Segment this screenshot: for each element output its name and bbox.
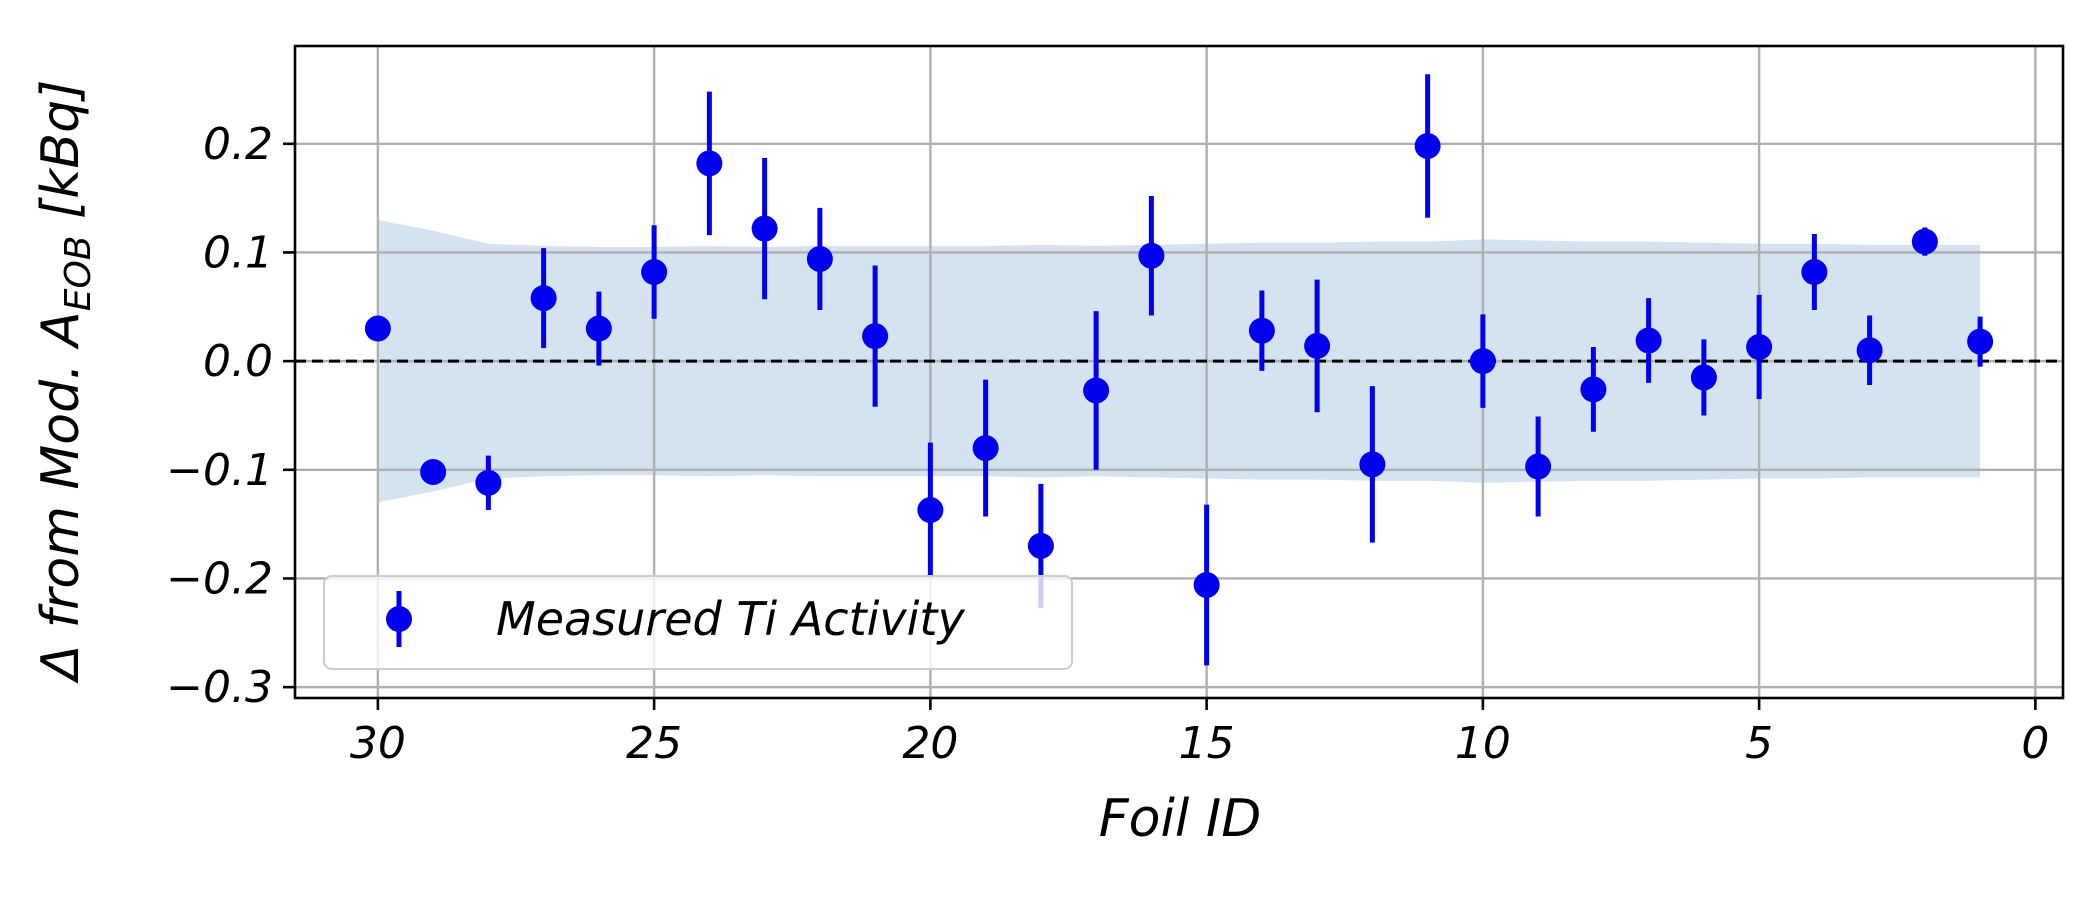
- y-tick-label: 0.1: [203, 227, 273, 278]
- data-point: [1525, 416, 1552, 517]
- y-axis-label-main: Δ from Mod. A: [31, 311, 91, 684]
- axes: [283, 44, 2065, 710]
- y-axis-label: Δ from Mod. AEOB [kBq]: [31, 80, 99, 685]
- data-point: [696, 91, 723, 236]
- data-series: [364, 74, 1994, 666]
- x-tick-label: 0: [2021, 718, 2049, 769]
- data-marker: [1359, 451, 1386, 478]
- legend-box: [323, 575, 1073, 670]
- data-point: [1690, 339, 1717, 416]
- data-point: [641, 225, 668, 319]
- data-marker: [475, 469, 502, 496]
- data-marker: [972, 435, 999, 462]
- data-marker: [530, 285, 557, 312]
- legend-marker: [386, 606, 412, 632]
- plot-frame: [293, 44, 2065, 700]
- data-marker: [1304, 332, 1331, 359]
- data-marker: [1027, 532, 1054, 559]
- data-point: [1414, 74, 1441, 218]
- data-marker: [1635, 327, 1662, 354]
- x-tick-label: 10: [1455, 718, 1511, 769]
- x-tick-label: 20: [902, 718, 958, 769]
- data-marker: [1248, 317, 1275, 344]
- data-marker: [1525, 453, 1552, 480]
- data-point: [1193, 504, 1220, 666]
- data-marker: [641, 259, 668, 286]
- x-tick-label: 25: [626, 718, 682, 769]
- data-point: [420, 458, 447, 485]
- y-tick-label: −0.1: [166, 445, 273, 496]
- data-point: [806, 207, 833, 311]
- data-marker: [696, 150, 723, 177]
- data-point: [475, 455, 502, 511]
- data-marker: [1580, 376, 1607, 403]
- y-tick-label: −0.3: [166, 662, 273, 713]
- data-point: [364, 315, 391, 342]
- x-tick-label: 30: [350, 718, 406, 769]
- data-marker: [862, 323, 889, 350]
- data-marker: [1856, 337, 1883, 364]
- data-marker: [585, 315, 612, 342]
- y-tick-label: 0.0: [203, 336, 273, 387]
- data-point: [1967, 316, 1994, 367]
- data-point: [751, 157, 778, 300]
- data-point: [530, 248, 557, 349]
- data-point: [1580, 347, 1607, 432]
- data-point: [1248, 290, 1275, 371]
- data-point: [862, 265, 889, 407]
- y-axis-label-subscript: EOB: [58, 236, 99, 312]
- y-tick-label: 0.2: [203, 119, 273, 170]
- data-marker: [1469, 348, 1496, 375]
- data-point: [1469, 314, 1496, 408]
- y-axis-label-unit: [kBq]: [31, 80, 91, 236]
- data-marker: [1911, 228, 1938, 255]
- data-point: [1856, 315, 1883, 386]
- data-marker: [806, 245, 833, 272]
- x-tick-label: 5: [1745, 718, 1773, 769]
- data-point: [1304, 279, 1331, 413]
- data-point: [1138, 195, 1165, 316]
- data-marker: [1193, 571, 1220, 598]
- data-marker: [364, 315, 391, 342]
- data-marker: [1690, 364, 1717, 391]
- data-marker: [420, 458, 447, 485]
- data-point: [1359, 386, 1386, 543]
- data-point: [1635, 298, 1662, 383]
- data-point: [1083, 311, 1110, 470]
- data-marker: [917, 497, 944, 524]
- data-point: [1746, 294, 1773, 400]
- data-marker: [1967, 328, 1994, 355]
- y-tick-label: −0.2: [166, 553, 273, 604]
- data-point: [917, 442, 944, 578]
- data-marker: [1414, 132, 1441, 159]
- data-point: [585, 291, 612, 366]
- data-point: [1911, 227, 1938, 256]
- data-marker: [1746, 334, 1773, 361]
- data-marker: [1083, 377, 1110, 404]
- legend: Measured Ti Activity: [323, 575, 1073, 670]
- x-tick-label: 15: [1179, 718, 1235, 769]
- data-marker: [1801, 259, 1828, 286]
- data-marker: [751, 215, 778, 242]
- data-marker: [1138, 242, 1165, 269]
- tick-labels: 30 25 20 15 10 5 0 0.2 0.1 0.0 −0.1 −0.2 −0.3: [166, 119, 2049, 769]
- x-axis-label: Foil ID: [1099, 789, 1262, 849]
- data-point: [972, 379, 999, 517]
- data-point: [1801, 233, 1828, 311]
- legend-entry-label: Measured Ti Activity: [496, 592, 965, 646]
